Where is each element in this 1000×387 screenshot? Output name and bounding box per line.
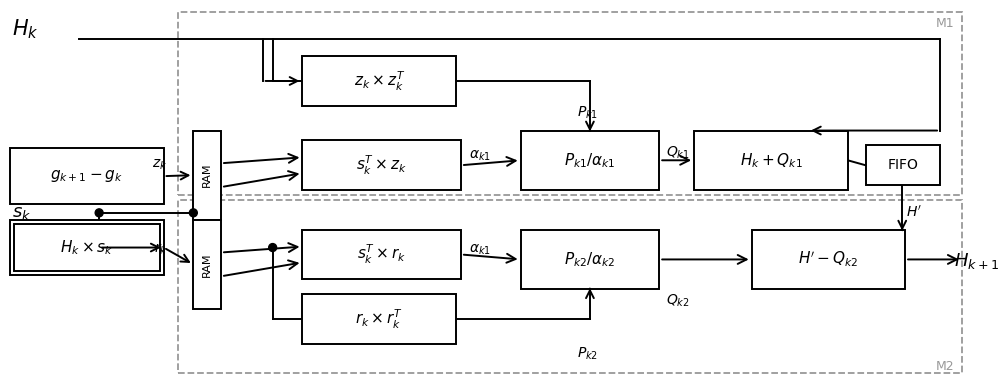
Bar xyxy=(752,230,905,289)
Text: $z_k\times z_k^T$: $z_k\times z_k^T$ xyxy=(354,69,405,92)
Text: $P_{k1}/\alpha_{k1}$: $P_{k1}/\alpha_{k1}$ xyxy=(564,151,616,170)
Circle shape xyxy=(95,209,103,217)
Bar xyxy=(694,130,848,190)
Bar xyxy=(193,130,221,220)
Text: $H_{k+1}$: $H_{k+1}$ xyxy=(954,252,999,271)
Text: FIFO: FIFO xyxy=(887,158,918,172)
Text: $r_k$: $r_k$ xyxy=(154,242,168,257)
Circle shape xyxy=(269,243,277,252)
Bar xyxy=(302,56,456,106)
Bar xyxy=(178,200,962,373)
Text: RAM: RAM xyxy=(202,163,212,187)
Text: M1: M1 xyxy=(936,17,955,30)
Text: $P_{k2}$: $P_{k2}$ xyxy=(577,346,598,362)
Bar xyxy=(521,130,659,190)
Text: $H'-Q_{k2}$: $H'-Q_{k2}$ xyxy=(798,250,859,269)
Text: $Q_{k2}$: $Q_{k2}$ xyxy=(666,293,690,309)
Bar xyxy=(302,230,461,279)
Bar xyxy=(193,220,221,309)
Text: $H_k\times s_k$: $H_k\times s_k$ xyxy=(60,238,113,257)
Text: $\alpha_{k1}$: $\alpha_{k1}$ xyxy=(469,148,491,163)
Text: $P_{k2}/\alpha_{k2}$: $P_{k2}/\alpha_{k2}$ xyxy=(564,250,616,269)
Bar xyxy=(178,12,962,195)
Bar xyxy=(302,140,461,190)
Circle shape xyxy=(189,209,197,217)
Bar xyxy=(14,224,160,271)
Bar xyxy=(866,146,940,185)
Bar xyxy=(521,230,659,289)
Text: $H_k+Q_{k1}$: $H_k+Q_{k1}$ xyxy=(740,151,802,170)
Bar xyxy=(10,148,164,204)
Text: RAM: RAM xyxy=(202,252,212,277)
Text: $z_k$: $z_k$ xyxy=(152,158,168,173)
Bar xyxy=(302,294,456,344)
Text: $r_k\times r_k^T$: $r_k\times r_k^T$ xyxy=(355,307,403,330)
Text: $H_k$: $H_k$ xyxy=(12,18,39,41)
Text: $g_{k+1}-g_k$: $g_{k+1}-g_k$ xyxy=(50,168,123,184)
Text: $P_{k1}$: $P_{k1}$ xyxy=(577,104,598,121)
Text: $\alpha_{k1}$: $\alpha_{k1}$ xyxy=(469,242,491,257)
Text: $s_k^T\times z_k$: $s_k^T\times z_k$ xyxy=(356,154,407,177)
Bar xyxy=(10,220,164,275)
Text: $s_k$: $s_k$ xyxy=(12,204,31,222)
Text: $Q_{k1}$: $Q_{k1}$ xyxy=(666,144,690,161)
Text: M2: M2 xyxy=(936,360,955,373)
Text: $H'$: $H'$ xyxy=(906,205,922,221)
Text: $s_k^T\times r_k$: $s_k^T\times r_k$ xyxy=(357,243,406,266)
